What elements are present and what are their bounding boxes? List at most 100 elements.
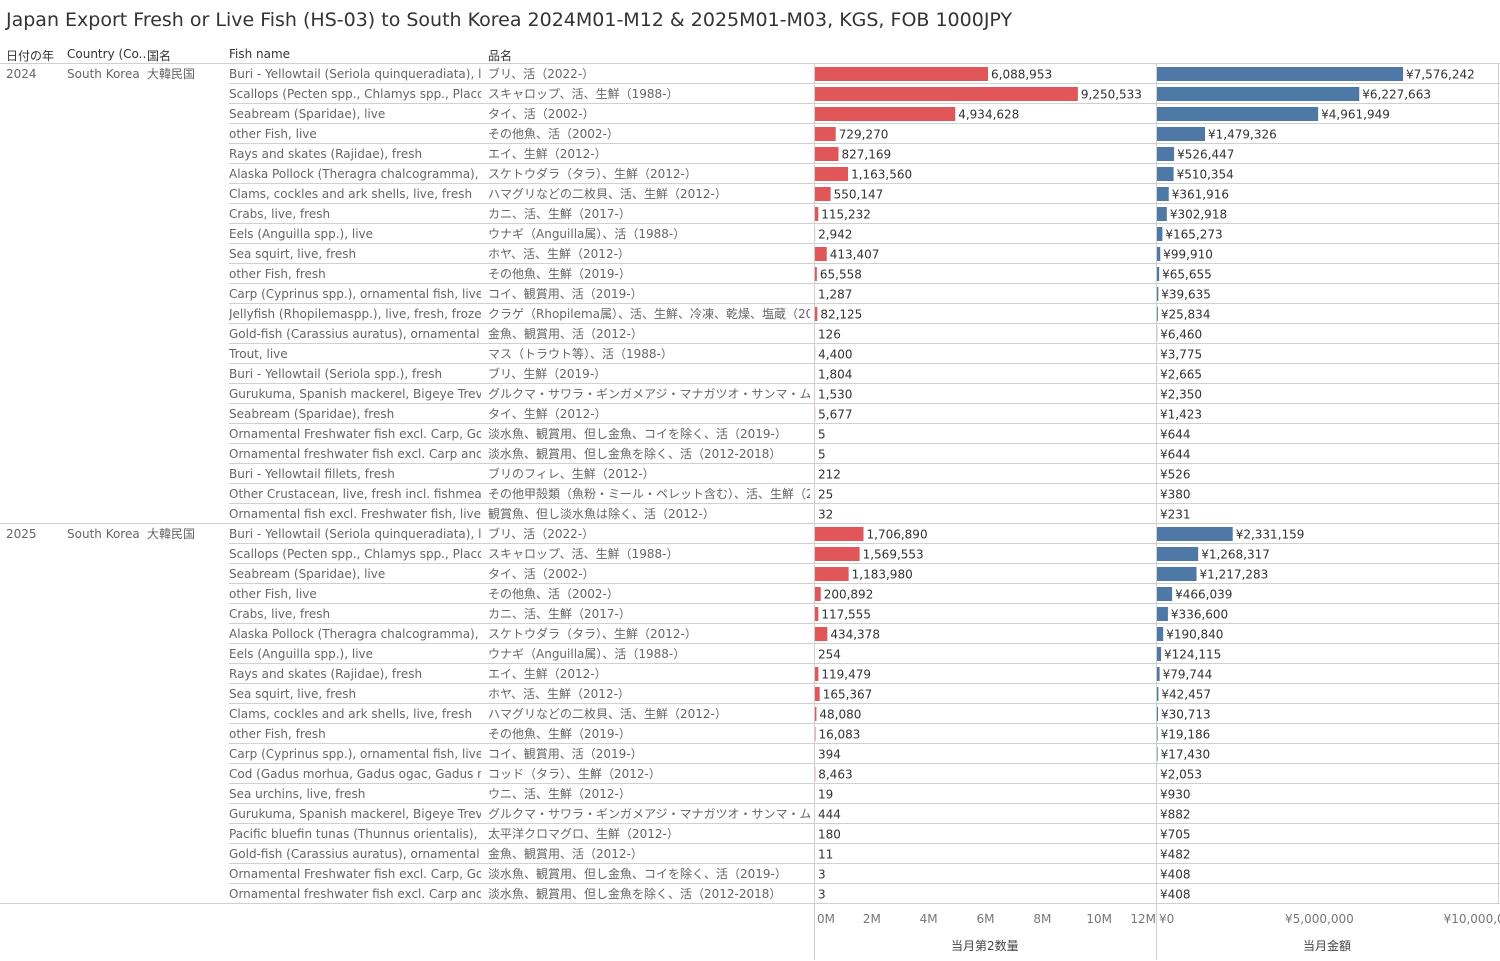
fish-name-ja[interactable]: グルクマ・サワラ・ギンガメアジ・マナガツオ・サンマ・ムロアジ・カラフトシ..: [488, 807, 810, 821]
fish-name[interactable]: Sea urchins, live, fresh: [229, 787, 366, 801]
amount-bar[interactable]: [1157, 67, 1404, 81]
fish-name[interactable]: Crabs, live, fresh: [229, 607, 331, 621]
header-country-ja[interactable]: 国名: [147, 49, 172, 63]
amount-bar[interactable]: [1157, 687, 1159, 701]
fish-name-ja[interactable]: ハマグリなどの二枚貝、活、生鮮（2012-）: [488, 187, 727, 201]
fish-name[interactable]: Eels (Anguilla spp.), live: [229, 227, 374, 241]
fish-name[interactable]: Jellyfish (Rhopilemaspp.), live, fresh, …: [229, 307, 481, 321]
fish-name-ja[interactable]: スキャロップ、活、生鮮（1988-）: [488, 87, 679, 101]
fish-name-ja[interactable]: ウニ、活、生鮮（2012-）: [488, 787, 631, 801]
fish-name-ja[interactable]: タイ、活（2002-）: [488, 107, 595, 121]
quantity-bar[interactable]: [815, 567, 849, 581]
fish-name-ja[interactable]: ウナギ（Anguilla属）、活（1988-）: [488, 647, 686, 661]
fish-name-ja[interactable]: ブリ、活（2022-）: [488, 67, 595, 81]
amount-bar[interactable]: [1157, 127, 1206, 141]
quantity-bar[interactable]: [815, 67, 989, 81]
quantity-bar[interactable]: [815, 107, 956, 121]
fish-name[interactable]: Gold-fish (Carassius auratus), ornamenta…: [229, 847, 481, 861]
fish-name[interactable]: Seabream (Sparidae), live: [229, 107, 386, 121]
amount-bar[interactable]: [1157, 567, 1197, 581]
quantity-bar[interactable]: [815, 127, 836, 141]
fish-name-ja[interactable]: コイ、観賞用、活（2019-）: [488, 747, 643, 761]
fish-name-ja[interactable]: ブリ、活（2022-）: [488, 527, 595, 541]
fish-name-ja[interactable]: 観賞魚、但し淡水魚は除く、活（2012-）: [488, 507, 715, 521]
fish-name[interactable]: Seabream (Sparidae), live: [229, 567, 386, 581]
fish-name-ja[interactable]: グルクマ・サワラ・ギンガメアジ・マナガツオ・サンマ・ムロアジ・カラフトシ..: [488, 387, 810, 401]
fish-name[interactable]: Clams, cockles and ark shells, live, fre…: [229, 187, 473, 201]
quantity-bar[interactable]: [815, 527, 864, 541]
amount-bar[interactable]: [1157, 247, 1161, 261]
amount-bar[interactable]: [1157, 287, 1159, 301]
fish-name-ja[interactable]: ハマグリなどの二枚貝、活、生鮮（2012-）: [488, 707, 727, 721]
fish-name-ja[interactable]: 金魚、観賞用、活（2012-）: [488, 847, 643, 861]
fish-name-ja[interactable]: ブリ、生鮮（2019-）: [488, 367, 607, 381]
quantity-bar[interactable]: [815, 247, 827, 261]
quantity-bar[interactable]: [815, 267, 817, 281]
fish-name-ja[interactable]: エイ、生鮮（2012-）: [488, 667, 607, 681]
quantity-bar[interactable]: [815, 147, 839, 161]
quantity-bar[interactable]: [815, 207, 819, 221]
quantity-bar[interactable]: [815, 87, 1078, 101]
header-year[interactable]: 日付の年: [6, 49, 55, 63]
fish-name[interactable]: Alaska Pollock (Theragra chalcogramma), …: [229, 627, 481, 641]
fish-name-ja[interactable]: スキャロップ、活、生鮮（1988-）: [488, 547, 679, 561]
fish-name-ja[interactable]: エイ、生鮮（2012-）: [488, 147, 607, 161]
fish-name-ja[interactable]: 淡水魚、観賞用、但し金魚、コイを除く、活（2019-）: [488, 427, 787, 441]
fish-name-ja[interactable]: スケトウダラ（タラ）、生鮮（2012-）: [488, 167, 697, 181]
fish-name[interactable]: Buri - Yellowtail (Seriola quinqueradiat…: [229, 67, 481, 81]
fish-name-ja[interactable]: その他魚、生鮮（2019-）: [488, 267, 631, 281]
fish-name[interactable]: Ornamental fish excl. Freshwater fish, l…: [229, 507, 481, 521]
fish-name[interactable]: Buri - Yellowtail fillets, fresh: [229, 467, 395, 481]
fish-name[interactable]: Cod (Gadus morhua, Gadus ogac, Gadus ma.…: [229, 767, 481, 781]
fish-name-ja[interactable]: 太平洋クロマグロ、生鮮（2012-）: [488, 827, 679, 841]
quantity-bar[interactable]: [815, 307, 818, 321]
amount-bar[interactable]: [1157, 747, 1158, 761]
fish-name[interactable]: Pacific bluefin tunas (Thunnus orientali…: [229, 827, 481, 841]
amount-bar[interactable]: [1157, 527, 1233, 541]
fish-name-ja[interactable]: マス（トラウト等）、活（1988-）: [488, 347, 673, 361]
fish-name[interactable]: Rays and skates (Rajidae), fresh: [229, 667, 423, 681]
fish-name[interactable]: Scallops (Pecten spp., Chlamys spp., Pla…: [229, 547, 481, 561]
quantity-bar[interactable]: [815, 187, 831, 201]
fish-name[interactable]: Crabs, live, fresh: [229, 207, 331, 221]
amount-bar[interactable]: [1157, 167, 1174, 181]
fish-name[interactable]: Other Crustacean, live, fresh incl. fish…: [229, 487, 481, 501]
fish-name[interactable]: Eels (Anguilla spp.), live: [229, 647, 374, 661]
quantity-bar[interactable]: [815, 587, 821, 601]
fish-name[interactable]: Buri - Yellowtail (Seriola spp.), fresh: [229, 367, 443, 381]
fish-name-ja[interactable]: ブリのフィレ、生鮮（2012-）: [488, 467, 655, 481]
fish-name[interactable]: other Fish, live: [229, 587, 317, 601]
header-fish-name[interactable]: Fish name: [229, 47, 291, 61]
fish-name-ja[interactable]: カニ、活、生鮮（2017-）: [488, 207, 631, 221]
fish-name-ja[interactable]: コッド（タラ）、生鮮（2012-）: [488, 767, 661, 781]
fish-name-ja[interactable]: タイ、活（2002-）: [488, 567, 595, 581]
fish-name[interactable]: Gurukuma, Spanish mackerel, Bigeye Treva…: [229, 387, 481, 401]
fish-name-ja[interactable]: クラゲ（Rhopilema属）、活、生鮮、冷凍、乾燥、塩蔵（2012-..: [488, 307, 810, 321]
amount-bar[interactable]: [1157, 607, 1168, 621]
fish-name-ja[interactable]: ホヤ、活、生鮮（2012-）: [488, 247, 630, 261]
fish-name[interactable]: Buri - Yellowtail (Seriola quinqueradiat…: [229, 527, 481, 541]
fish-name-ja[interactable]: スケトウダラ（タラ）、生鮮（2012-）: [488, 627, 697, 641]
fish-name-ja[interactable]: ホヤ、活、生鮮（2012-）: [488, 687, 630, 701]
fish-name[interactable]: Trout, live: [229, 347, 288, 361]
fish-name[interactable]: Sea squirt, live, fresh: [229, 247, 357, 261]
fish-name-ja[interactable]: 淡水魚、観賞用、但し金魚、コイを除く、活（2019-）: [488, 867, 787, 881]
amount-bar[interactable]: [1157, 87, 1360, 101]
quantity-bar[interactable]: [815, 627, 828, 641]
quantity-bar[interactable]: [815, 607, 819, 621]
fish-name-ja[interactable]: コイ、観賞用、活（2019-）: [488, 287, 643, 301]
fish-name-ja[interactable]: その他魚、活（2002-）: [488, 127, 619, 141]
fish-name-ja[interactable]: その他魚、生鮮（2019-）: [488, 727, 631, 741]
fish-name[interactable]: Rays and skates (Rajidae), fresh: [229, 147, 423, 161]
amount-bar[interactable]: [1157, 707, 1158, 721]
fish-name-ja[interactable]: その他魚、活（2002-）: [488, 587, 619, 601]
amount-bar[interactable]: [1157, 627, 1164, 641]
fish-name[interactable]: other Fish, live: [229, 127, 317, 141]
quantity-bar[interactable]: [815, 167, 849, 181]
fish-name[interactable]: Clams, cockles and ark shells, live, fre…: [229, 707, 473, 721]
fish-name[interactable]: other Fish, fresh: [229, 267, 326, 281]
header-fish-name-ja[interactable]: 品名: [488, 49, 513, 63]
fish-name[interactable]: Scallops (Pecten spp., Chlamys spp., Pla…: [229, 87, 481, 101]
fish-name[interactable]: other Fish, fresh: [229, 727, 326, 741]
amount-bar[interactable]: [1157, 187, 1169, 201]
